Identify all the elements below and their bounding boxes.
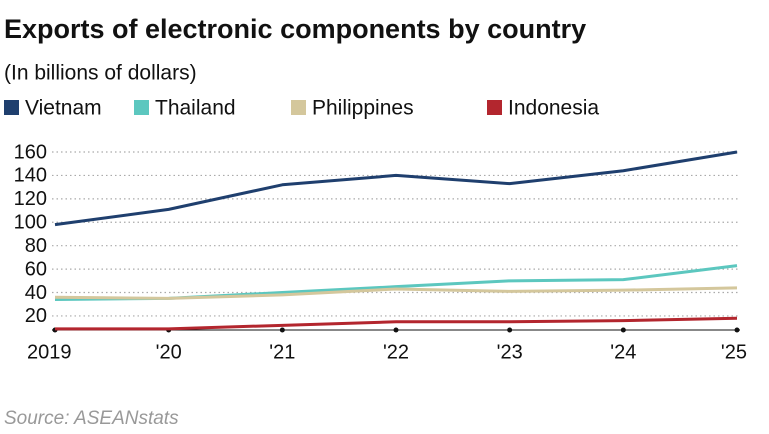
line-series (55, 316, 738, 331)
x-tick-dot (734, 327, 740, 333)
x-tick-dot (393, 327, 399, 333)
x-tick-label: '21 (269, 341, 295, 363)
line-series (54, 150, 738, 227)
line-series (54, 264, 738, 302)
x-tick-label: '20 (156, 341, 182, 363)
legend-label: Vietnam (25, 97, 102, 120)
y-tick-label: 140 (14, 165, 47, 187)
legend-swatch (4, 100, 19, 115)
chart-title: Exports of electronic components by coun… (4, 14, 586, 44)
x-tick-label: '25 (721, 341, 747, 363)
legend-swatch (291, 100, 306, 115)
legend-label: Thailand (155, 97, 236, 120)
x-tick-label: 2019 (27, 341, 72, 363)
source: Source: ASEANstats (4, 408, 179, 429)
x-tick-dot (507, 327, 513, 333)
y-tick-label: 160 (14, 141, 47, 163)
x-tick-dot (279, 327, 285, 333)
y-tick-label: 40 (25, 282, 47, 304)
x-tick-label: '24 (610, 341, 636, 363)
y-tick-label: 80 (25, 235, 47, 257)
x-tick-dot (620, 327, 626, 333)
x-tick-label: '23 (497, 341, 523, 363)
line-series (54, 286, 738, 300)
y-tick-label: 60 (25, 258, 47, 280)
chart-subtitle: (In billions of dollars) (4, 62, 197, 85)
y-tick-label: 20 (25, 305, 47, 327)
legend-swatch (134, 100, 149, 115)
x-tick-label: '22 (383, 341, 409, 363)
legend-swatch (487, 100, 502, 115)
legend-label: Philippines (312, 97, 414, 120)
y-tick-label: 100 (14, 212, 47, 234)
legend-label: Indonesia (508, 97, 599, 120)
y-tick-label: 120 (14, 188, 47, 210)
